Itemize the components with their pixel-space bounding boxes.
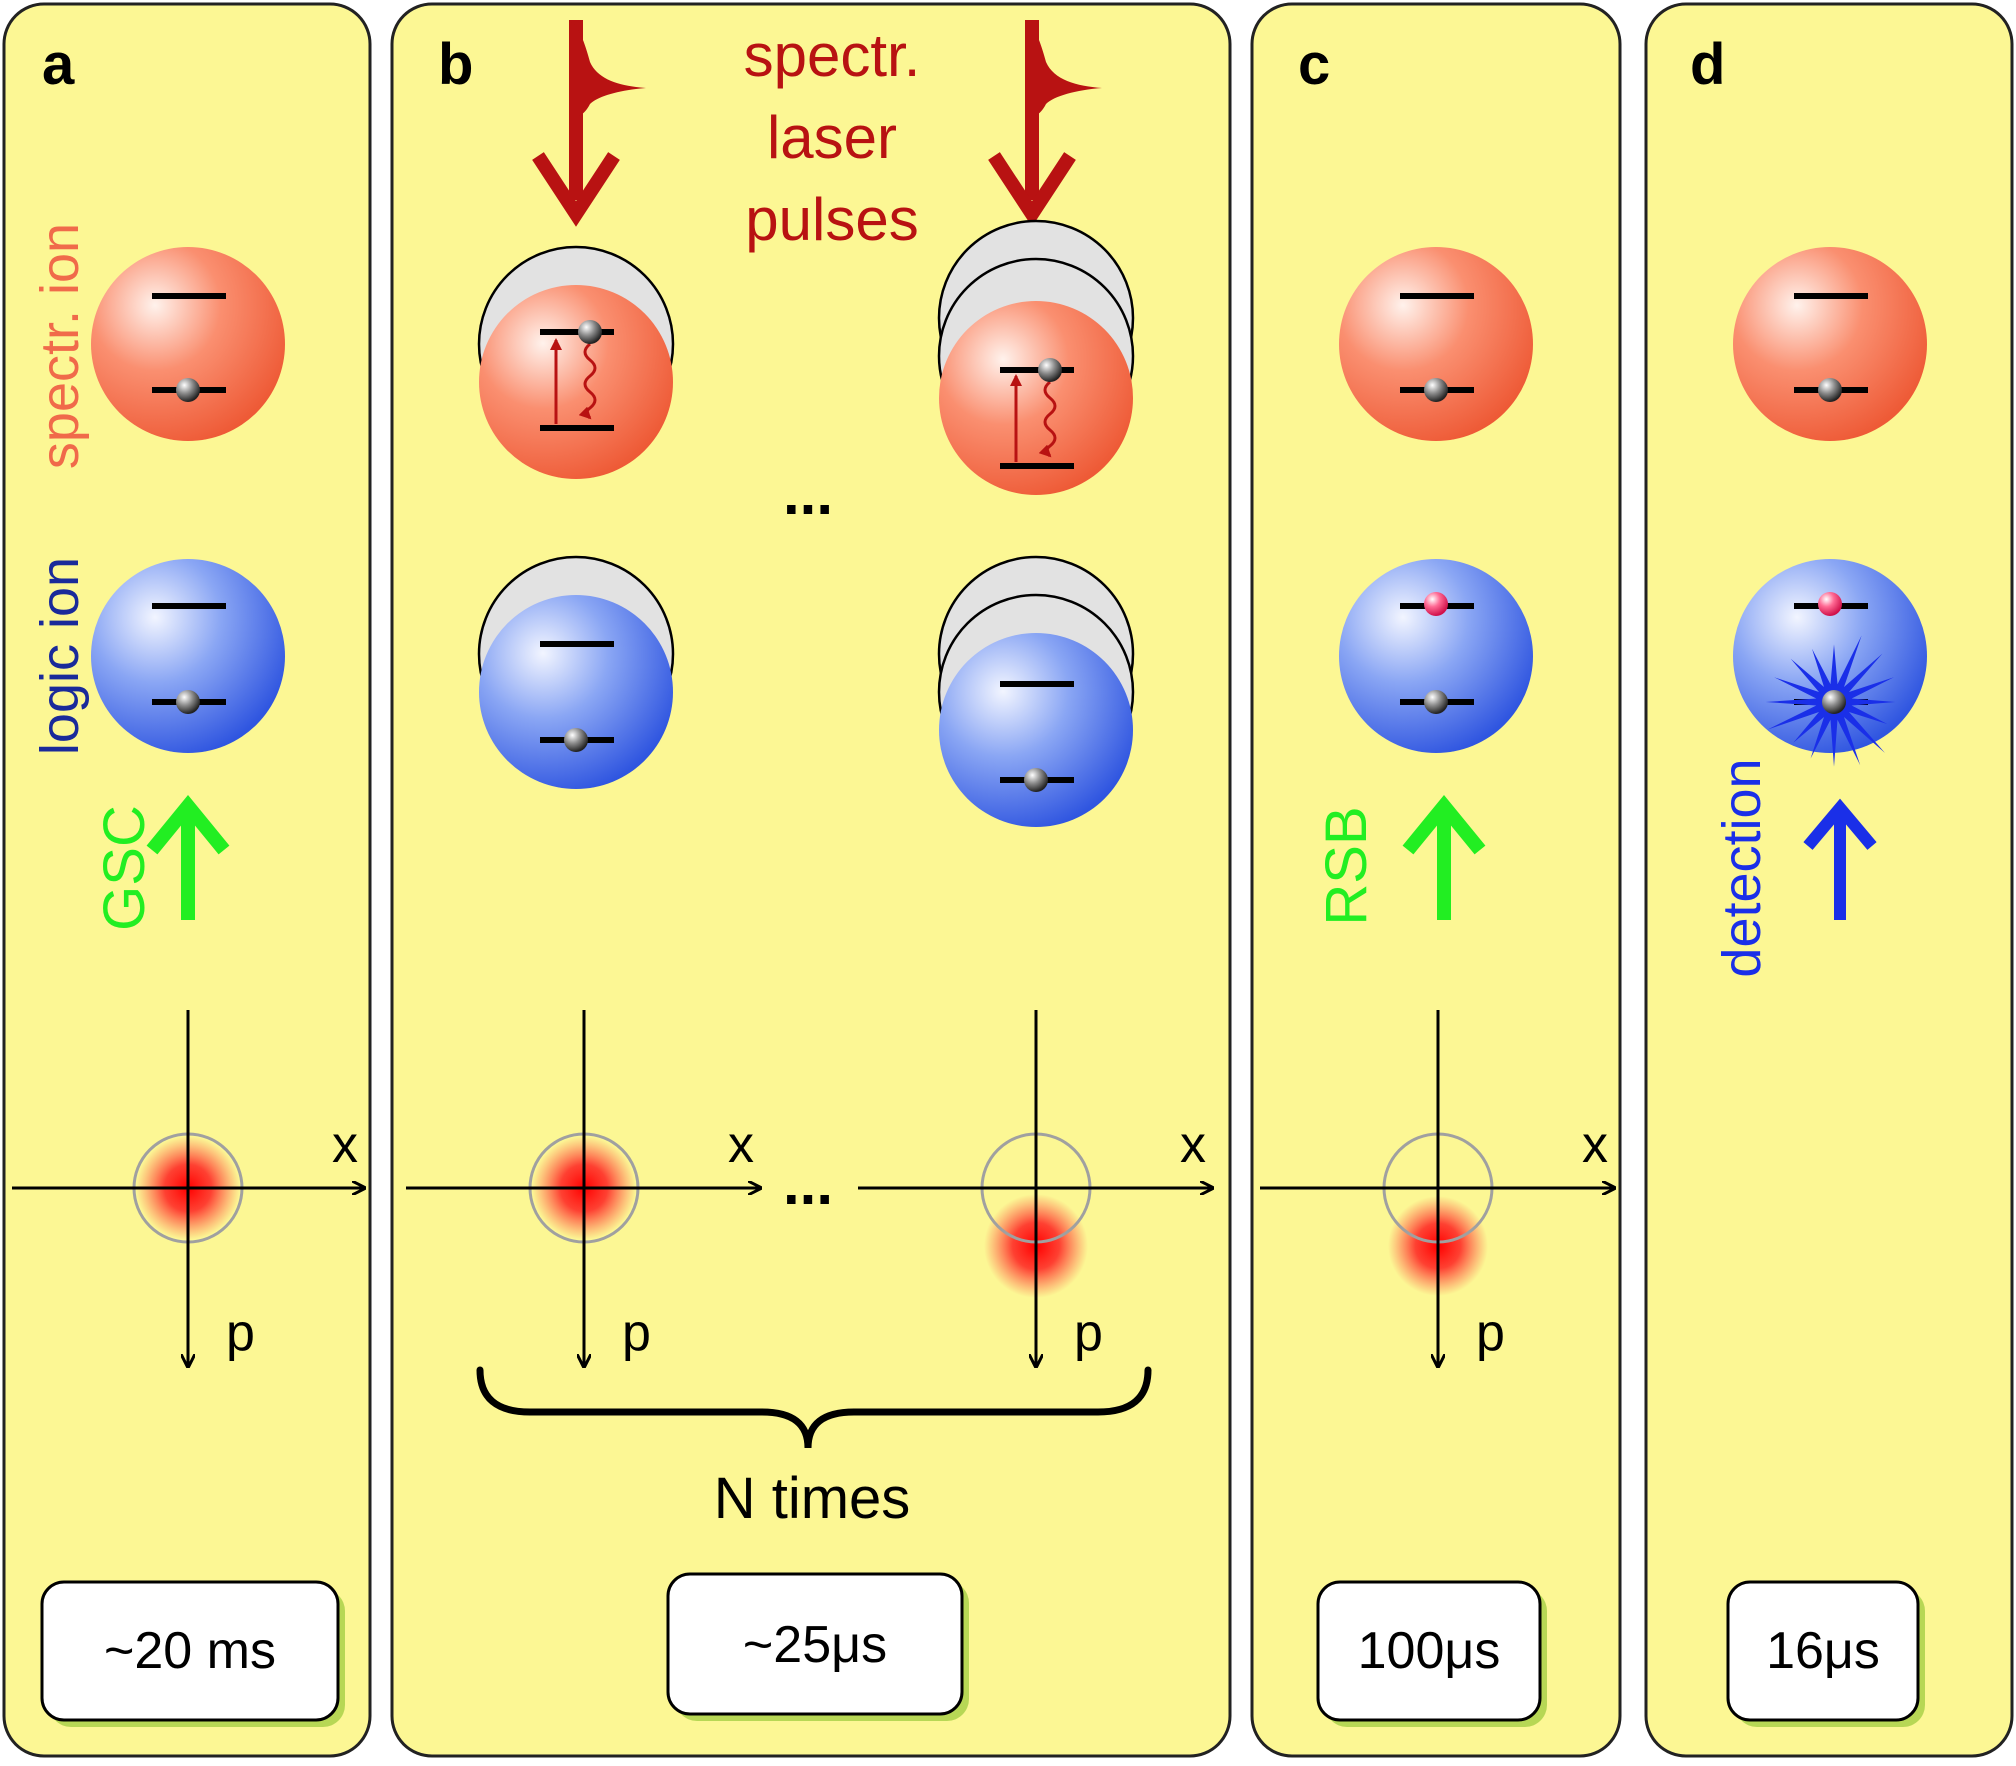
time-label-a: ~20 ms xyxy=(104,1622,276,1680)
time-label-b: ~25μs xyxy=(743,1616,887,1674)
spectr-ion-b1 xyxy=(477,245,675,479)
n-times-label: N times xyxy=(714,1466,911,1531)
logic-ion-b2 xyxy=(937,555,1135,827)
laser-pulse-icon xyxy=(532,20,646,227)
panel-label-c: c xyxy=(1298,32,1330,97)
spectr-ion-a xyxy=(91,247,285,441)
time-label-c: 100μs xyxy=(1358,1622,1501,1680)
spectr-ion-c xyxy=(1339,247,1533,441)
phase-space-c xyxy=(1260,1010,1614,1366)
panel-d-background xyxy=(1644,2,2014,1758)
time-box-a xyxy=(40,1580,345,1727)
logic-ion-c xyxy=(1339,559,1533,753)
logic-ion-a xyxy=(91,559,285,753)
p-axis-label-b2: p xyxy=(1074,1304,1103,1362)
panel-label-d: d xyxy=(1690,32,1725,97)
time-box-c xyxy=(1316,1580,1547,1727)
rsb-label: RSB xyxy=(1314,806,1379,925)
p-axis-label-c: p xyxy=(1476,1304,1505,1362)
time-label-d: 16μs xyxy=(1766,1622,1880,1680)
phase-space-a xyxy=(12,1010,364,1366)
laser-label-line1: spectr. xyxy=(744,22,921,89)
x-axis-label-b1: x xyxy=(728,1116,754,1174)
spectr-ion-d xyxy=(1733,247,1927,441)
logic-ion-b1 xyxy=(477,555,675,789)
gsc-label: GSC xyxy=(92,805,157,931)
laser-label-line2: laser xyxy=(767,104,897,171)
laser-pulse-icon xyxy=(988,20,1102,227)
x-axis-label-a: x xyxy=(332,1116,358,1174)
time-box-b xyxy=(666,1572,969,1721)
up-arrow-icon xyxy=(1402,794,1486,920)
spectr-ion-label: spectr. ion xyxy=(30,223,90,469)
logic-ion-d xyxy=(1733,559,1927,753)
detection-label: detection xyxy=(1712,758,1772,977)
panel-label-b: b xyxy=(438,32,473,97)
ellipsis-ions: ... xyxy=(783,460,833,527)
phase-space-b2 xyxy=(858,1010,1212,1366)
p-axis-label-a: p xyxy=(226,1304,255,1362)
up-arrow-icon xyxy=(146,794,230,920)
ellipsis-phase: ... xyxy=(783,1150,833,1217)
x-axis-label-b2: x xyxy=(1180,1116,1206,1174)
p-axis-label-b1: p xyxy=(622,1304,651,1362)
curly-brace-icon xyxy=(476,1366,1152,1449)
fluorescence-star-icon xyxy=(1765,635,1896,767)
spectr-ion-b2 xyxy=(937,219,1135,495)
up-arrow-icon xyxy=(1803,798,1877,920)
x-axis-label-c: x xyxy=(1582,1116,1608,1174)
phase-space-b1 xyxy=(406,1010,760,1366)
logic-ion-label: logic ion xyxy=(30,557,90,755)
time-box-d xyxy=(1726,1580,1925,1727)
panel-label-a: a xyxy=(42,32,75,97)
panel-c-background xyxy=(1250,2,1622,1758)
laser-label-line3: pulses xyxy=(745,186,918,253)
